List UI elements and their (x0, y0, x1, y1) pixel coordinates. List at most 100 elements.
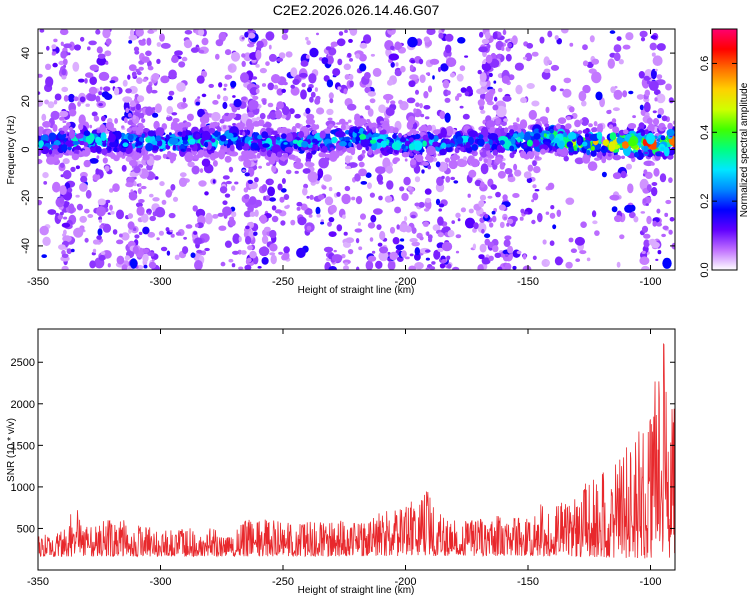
heatmap-cell (104, 93, 113, 100)
heatmap-cell (259, 67, 267, 74)
heatmap-cell (197, 149, 205, 157)
heatmap-cell (259, 112, 266, 120)
heatmap-cell (256, 152, 261, 159)
heatmap-cell (138, 231, 143, 236)
heatmap-cell (553, 137, 560, 144)
heatmap-cell (369, 237, 374, 242)
heatmap-cell (370, 53, 375, 57)
heatmap-cell (504, 235, 512, 240)
heatmap-cell (522, 253, 527, 260)
heatmap-cell (262, 143, 270, 148)
heatmap-cell (265, 31, 275, 41)
heatmap-cell (261, 184, 268, 193)
heatmap-cell (380, 145, 391, 156)
heatmap-cell (336, 224, 343, 232)
colorbar: 0.0 0.2 0.4 0.6 Normalized spectral amplitu… (699, 28, 750, 278)
heatmap-cell (101, 115, 106, 122)
heatmap-cell (299, 72, 308, 78)
heatmap-cell (182, 97, 187, 103)
heatmap-cell (559, 88, 564, 92)
heatmap-cell (138, 199, 145, 203)
heatmap-cell (444, 112, 451, 123)
heatmap-cell (510, 126, 514, 130)
heatmap-cell (668, 229, 673, 235)
heatmap-cell (291, 125, 297, 134)
heatmap-cell (523, 171, 532, 179)
heatmap-cell (222, 125, 227, 130)
heatmap-cell (345, 136, 350, 142)
snr-x-tick-label: -250 (272, 576, 294, 588)
heatmap-cell (228, 258, 234, 263)
heatmap-cell (484, 238, 491, 246)
heatmap-cell (264, 226, 271, 232)
heatmap-cell (242, 169, 246, 172)
heatmap-cell (306, 40, 311, 46)
heatmap-cell (116, 209, 124, 220)
heatmap-cell (306, 139, 312, 144)
heatmap-cell (503, 139, 512, 150)
heatmap-cell (633, 216, 639, 223)
heatmap-cell (601, 157, 607, 164)
heatmap-cell (481, 257, 491, 265)
heatmap-cell (38, 140, 44, 148)
heatmap-cell (601, 171, 607, 178)
heatmap-cell (414, 133, 421, 140)
heatmap-cell (509, 129, 515, 134)
heatmap-cell (528, 109, 537, 120)
heatmap-cell (151, 89, 158, 94)
heatmap-cell (340, 123, 346, 131)
heatmap-cell (660, 135, 666, 141)
heatmap-cell (371, 250, 376, 254)
heatmap-cell (68, 129, 76, 139)
heatmap-cell (219, 118, 225, 124)
heatmap-cell (445, 44, 452, 54)
heatmap-cell (490, 184, 498, 190)
heatmap-cell (183, 121, 192, 128)
heatmap-cell (324, 196, 334, 206)
heatmap-cell (359, 63, 367, 72)
heatmap-cell (540, 148, 546, 155)
heatmap-cell (72, 61, 80, 72)
heatmap-cell (294, 170, 299, 174)
heatmap-cell (274, 209, 283, 214)
heatmap-cell (101, 148, 108, 156)
heatmap-cell (305, 54, 310, 59)
heatmap-cell (125, 88, 132, 94)
heatmap-cell (479, 213, 484, 217)
heatmap-cell (249, 250, 257, 259)
heatmap-cell (140, 185, 147, 190)
heatmap-cell (367, 121, 372, 126)
heatmap-cell (493, 80, 497, 84)
heatmap-cell (492, 31, 498, 40)
heatmap-cell (280, 220, 286, 226)
heatmap-cell (492, 245, 499, 253)
heatmap-cell (304, 209, 313, 215)
heatmap-cell (608, 141, 616, 152)
heatmap-cell (52, 124, 58, 132)
heatmap-cell (305, 118, 311, 125)
heatmap-cell (378, 104, 386, 113)
heatmap-cell (249, 87, 259, 96)
heatmap-cell (614, 215, 623, 223)
heatmap-cell (394, 206, 402, 214)
heatmap-cell (215, 39, 224, 47)
heatmap-cell (581, 100, 587, 107)
heatmap-cell (95, 95, 101, 103)
heatmap-cell (376, 224, 382, 231)
heatmap-cell (609, 194, 620, 201)
heatmap-cell (445, 176, 451, 183)
heatmap-cell (380, 120, 385, 124)
heatmap-cell (329, 147, 335, 151)
heatmap-cell (98, 91, 102, 96)
heatmap-cell (479, 149, 483, 153)
heatmap-cell (127, 221, 135, 230)
heatmap-cell (296, 247, 306, 258)
heatmap-cell (255, 121, 261, 126)
heatmap-cell (628, 90, 634, 95)
heatmap-cell (243, 158, 252, 168)
heatmap-cell (175, 231, 182, 236)
heatmap-cell (328, 92, 334, 100)
heatmap-cell (464, 217, 476, 229)
heatmap-cell (558, 117, 567, 124)
heatmap-y-label: Frequency (Hz) (6, 116, 17, 185)
